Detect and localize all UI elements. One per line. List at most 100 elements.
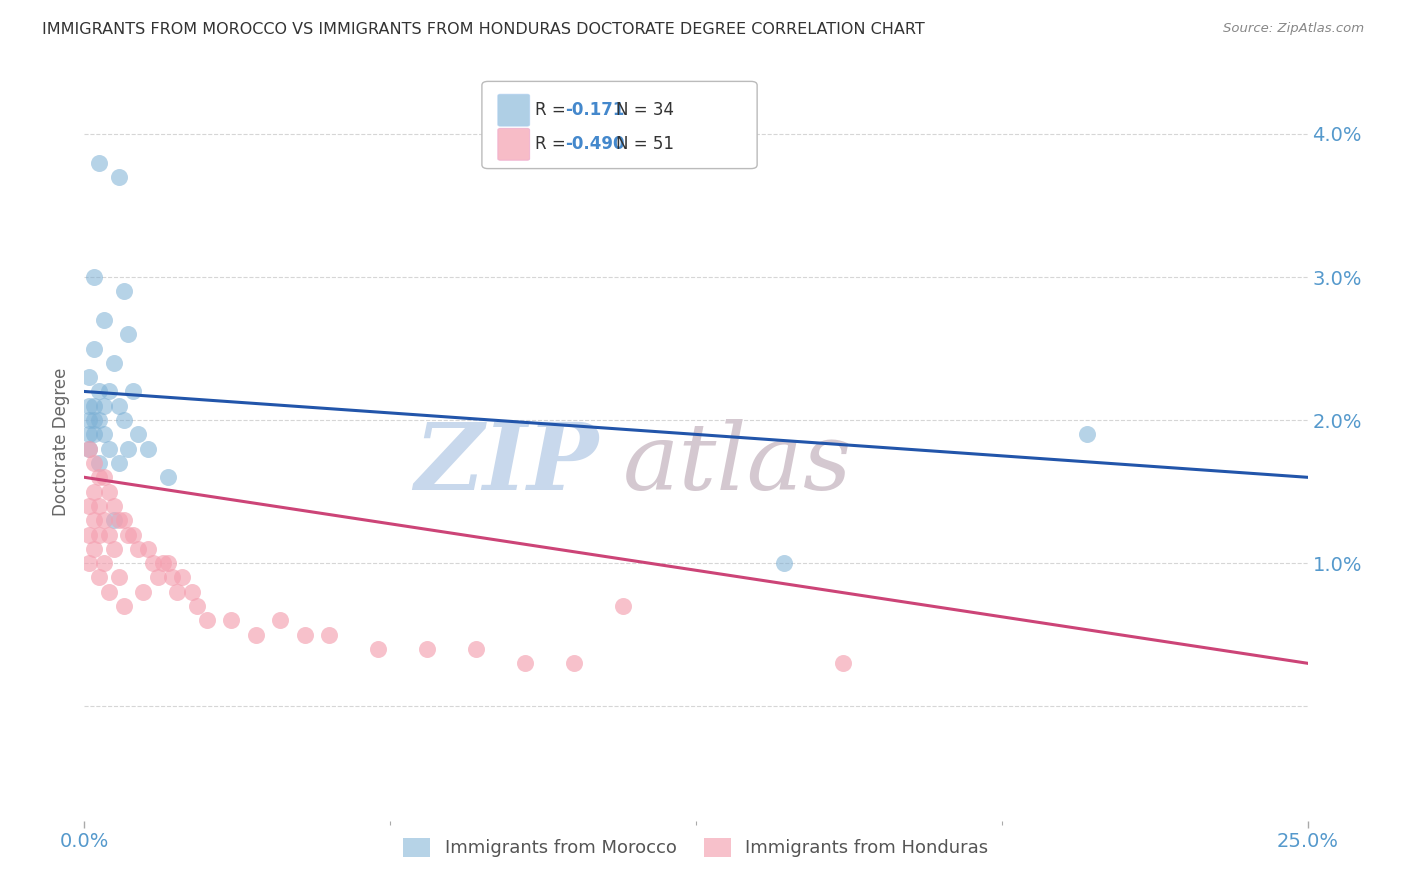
Legend: Immigrants from Morocco, Immigrants from Honduras: Immigrants from Morocco, Immigrants from… (396, 830, 995, 864)
Point (152, 556, 174, 570)
Point (77, 527, 100, 541)
Point (245, 628, 267, 642)
Point (1076, 427, 1098, 442)
Point (77, 499, 100, 513)
Point (367, 642, 389, 657)
Point (162, 570, 184, 584)
Text: N = 34: N = 34 (616, 101, 675, 120)
Point (142, 556, 165, 570)
Point (97, 384, 120, 399)
Point (127, 541, 149, 556)
Text: -0.490: -0.490 (565, 136, 624, 153)
Text: ZIP: ZIP (413, 419, 598, 509)
Point (77, 399, 100, 413)
Text: IMMIGRANTS FROM MOROCCO VS IMMIGRANTS FROM HONDURAS DOCTORATE DEGREE CORRELATION: IMMIGRANTS FROM MOROCCO VS IMMIGRANTS FR… (42, 22, 925, 37)
Point (83, 427, 105, 442)
Point (77, 556, 100, 570)
Point (87, 570, 110, 584)
Point (117, 527, 139, 541)
Point (87, 470, 110, 484)
Text: -0.171: -0.171 (565, 101, 624, 120)
Point (103, 499, 125, 513)
Point (166, 584, 188, 599)
Point (156, 470, 179, 484)
Point (93, 556, 115, 570)
Point (464, 642, 486, 657)
Y-axis label: Doctorate Degree: Doctorate Degree (52, 368, 70, 516)
Point (181, 584, 204, 599)
FancyBboxPatch shape (498, 128, 530, 161)
Point (97, 442, 120, 456)
Point (83, 513, 105, 527)
Point (117, 327, 139, 342)
Point (172, 570, 194, 584)
Point (77, 413, 100, 427)
Point (513, 657, 536, 671)
Point (107, 570, 129, 584)
Point (93, 427, 115, 442)
Point (136, 442, 159, 456)
Point (87, 155, 110, 169)
Point (83, 342, 105, 356)
Point (117, 442, 139, 456)
Point (97, 484, 120, 499)
Point (132, 584, 155, 599)
Point (146, 570, 169, 584)
Text: atlas: atlas (623, 419, 852, 509)
Point (127, 427, 149, 442)
Point (93, 313, 115, 327)
Point (77, 370, 100, 384)
Point (562, 657, 585, 671)
Point (831, 657, 853, 671)
Text: N = 51: N = 51 (616, 136, 675, 153)
Point (103, 541, 125, 556)
Point (112, 599, 135, 613)
Point (122, 384, 145, 399)
Point (87, 384, 110, 399)
Point (103, 356, 125, 370)
Point (269, 613, 291, 627)
Text: Source: ZipAtlas.com: Source: ZipAtlas.com (1223, 22, 1364, 36)
Point (83, 399, 105, 413)
Point (87, 499, 110, 513)
Point (93, 513, 115, 527)
Point (77, 442, 100, 456)
Point (107, 456, 129, 470)
Point (93, 399, 115, 413)
Text: R =: R = (534, 101, 571, 120)
FancyBboxPatch shape (482, 81, 758, 169)
Point (136, 541, 159, 556)
Point (773, 556, 796, 570)
Point (77, 442, 100, 456)
Point (318, 628, 340, 642)
Point (97, 584, 120, 599)
Point (219, 613, 242, 627)
FancyBboxPatch shape (498, 95, 530, 126)
Point (83, 456, 105, 470)
Point (87, 413, 110, 427)
Point (156, 556, 179, 570)
Point (97, 527, 120, 541)
Point (83, 270, 105, 285)
Point (112, 413, 135, 427)
Point (93, 470, 115, 484)
Point (83, 413, 105, 427)
Point (107, 399, 129, 413)
Point (107, 169, 129, 184)
Point (294, 628, 316, 642)
Point (87, 527, 110, 541)
Point (107, 513, 129, 527)
Point (77, 427, 100, 442)
Point (186, 599, 208, 613)
Point (83, 541, 105, 556)
Point (83, 484, 105, 499)
Point (416, 642, 439, 657)
Point (195, 613, 218, 627)
Point (112, 513, 135, 527)
Point (122, 527, 145, 541)
Point (612, 599, 634, 613)
Point (112, 285, 135, 299)
Point (87, 456, 110, 470)
Point (103, 513, 125, 527)
Text: R =: R = (534, 136, 571, 153)
